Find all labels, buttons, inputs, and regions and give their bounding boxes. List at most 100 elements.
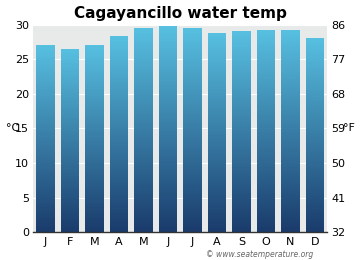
Bar — [61, 170, 79, 171]
Bar — [232, 79, 251, 80]
Bar — [232, 144, 251, 145]
Bar — [183, 97, 202, 99]
Bar — [232, 106, 251, 107]
Bar — [85, 97, 104, 98]
Bar — [110, 108, 128, 109]
Bar — [232, 216, 251, 217]
Bar — [85, 77, 104, 78]
Bar — [257, 47, 275, 48]
Bar — [159, 88, 177, 89]
Bar — [110, 114, 128, 115]
Bar — [232, 67, 251, 68]
Bar — [282, 115, 300, 116]
Bar — [232, 196, 251, 197]
Bar — [306, 140, 324, 141]
Bar — [232, 60, 251, 61]
Bar — [306, 57, 324, 58]
Bar — [232, 143, 251, 144]
Bar — [36, 61, 55, 62]
Bar — [208, 167, 226, 168]
Bar — [159, 212, 177, 213]
Bar — [232, 195, 251, 196]
Bar — [61, 188, 79, 189]
Bar — [61, 146, 79, 147]
Y-axis label: °F: °F — [343, 124, 355, 133]
Bar — [134, 198, 153, 199]
Bar — [85, 117, 104, 118]
Bar — [134, 218, 153, 219]
Bar — [134, 146, 153, 148]
Bar — [134, 127, 153, 128]
Bar — [85, 134, 104, 135]
Bar — [61, 99, 79, 100]
Bar — [232, 61, 251, 63]
Bar — [282, 165, 300, 166]
Bar — [134, 174, 153, 175]
Bar — [183, 115, 202, 116]
Bar — [61, 176, 79, 177]
Bar — [61, 107, 79, 108]
Bar — [306, 64, 324, 66]
Bar — [134, 47, 153, 48]
Bar — [61, 148, 79, 149]
Bar — [36, 222, 55, 223]
Bar — [159, 109, 177, 110]
Bar — [110, 40, 128, 41]
Bar — [183, 103, 202, 105]
Bar — [85, 221, 104, 222]
Bar — [36, 142, 55, 144]
Bar — [257, 61, 275, 62]
Bar — [159, 129, 177, 131]
Bar — [36, 59, 55, 60]
Bar — [232, 45, 251, 47]
Bar — [85, 208, 104, 209]
Bar — [208, 140, 226, 141]
Bar — [257, 196, 275, 197]
Bar — [208, 214, 226, 216]
Bar — [61, 124, 79, 125]
Bar — [159, 98, 177, 99]
Bar — [134, 126, 153, 127]
Bar — [257, 82, 275, 83]
Bar — [85, 167, 104, 168]
Bar — [282, 43, 300, 44]
Bar — [134, 78, 153, 79]
Bar — [232, 133, 251, 134]
Bar — [183, 85, 202, 86]
Bar — [183, 108, 202, 109]
Bar — [36, 151, 55, 152]
Bar — [36, 213, 55, 214]
Bar — [282, 155, 300, 157]
Bar — [85, 100, 104, 101]
Bar — [110, 81, 128, 82]
Bar — [306, 209, 324, 210]
Bar — [257, 112, 275, 113]
Bar — [306, 101, 324, 102]
Bar — [85, 227, 104, 228]
Bar — [134, 58, 153, 60]
Bar — [208, 53, 226, 54]
Bar — [183, 81, 202, 82]
Bar — [134, 36, 153, 37]
Bar — [134, 144, 153, 146]
Bar — [257, 206, 275, 207]
Bar — [232, 130, 251, 131]
Bar — [85, 154, 104, 155]
Bar — [159, 54, 177, 55]
Bar — [306, 109, 324, 110]
Bar — [36, 47, 55, 48]
Bar — [85, 151, 104, 152]
Bar — [183, 170, 202, 171]
Bar — [159, 58, 177, 60]
Bar — [61, 72, 79, 73]
Bar — [159, 52, 177, 53]
Bar — [61, 66, 79, 67]
Bar — [36, 83, 55, 85]
Bar — [61, 150, 79, 151]
Bar — [257, 30, 275, 31]
Bar — [257, 127, 275, 128]
Bar — [208, 35, 226, 36]
Bar — [159, 62, 177, 64]
Bar — [208, 207, 226, 209]
Bar — [282, 73, 300, 74]
